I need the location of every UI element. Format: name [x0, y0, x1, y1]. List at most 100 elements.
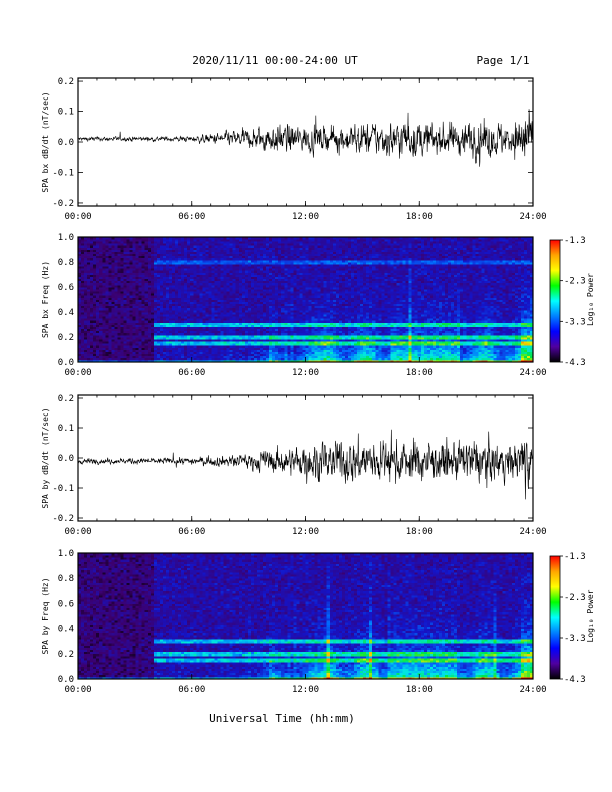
spectrogram-cell: [308, 251, 312, 255]
spectrogram-cell: [172, 339, 176, 342]
spectrogram-cell: [105, 297, 109, 300]
spectrogram-cell: [190, 328, 194, 332]
spectrogram-cell: [162, 243, 167, 246]
spectrogram-cell: [187, 303, 191, 307]
spectrogram-cell: [311, 301, 315, 305]
spectrogram-cell: [275, 303, 279, 307]
spectrogram-cell: [284, 355, 288, 359]
spectrogram-cell: [308, 301, 312, 305]
spectrogram-cell: [260, 324, 264, 327]
spectrogram-cell: [187, 326, 191, 330]
spectrogram-cell: [229, 251, 234, 255]
spectrogram-cell: [184, 305, 188, 309]
spectrogram-cell: [202, 301, 206, 305]
spectrogram-cell: [178, 301, 182, 305]
spectrogram-cell: [111, 293, 115, 296]
spectrogram-cell: [281, 303, 285, 307]
spectrogram-cell: [144, 357, 149, 361]
spectrogram-cell: [153, 337, 158, 340]
spectrogram-cell: [235, 259, 240, 263]
spectrogram-cell: [190, 330, 194, 334]
spectrogram-cell: [253, 309, 258, 313]
spectrogram-cell: [281, 295, 285, 298]
spectrogram-cell: [320, 357, 325, 361]
spectrogram-cell: [278, 278, 282, 282]
spectrogram-cell: [184, 309, 188, 313]
spectrogram-cell: [293, 274, 297, 277]
spectrogram-cell: [193, 316, 197, 319]
spectrogram-cell: [314, 359, 319, 363]
spectrogram-cell: [272, 253, 276, 257]
spectrogram-cell: [172, 268, 176, 271]
spectrogram-cell: [214, 357, 218, 361]
spectrogram-cell: [317, 343, 322, 346]
spectrogram-cell: [272, 355, 276, 359]
spectrogram-cell: [317, 299, 322, 302]
spectrogram-cell: [284, 324, 288, 327]
spectrogram-cell: [287, 239, 291, 242]
spectrogram-cell: [214, 287, 218, 290]
spectrogram-cell: [175, 266, 179, 269]
spectrogram-cell: [263, 295, 267, 298]
spectrogram-cell: [269, 255, 273, 259]
spectrogram-cell: [132, 337, 137, 340]
spectrogram-cell: [293, 280, 297, 284]
spectrogram-cell: [220, 314, 224, 317]
spectrogram-cell: [269, 345, 273, 348]
spectrogram-cell: [299, 241, 303, 244]
spectrogram-cell: [247, 284, 252, 288]
spectrogram-cell: [260, 355, 264, 359]
spectrogram-cell: [281, 270, 285, 273]
spectrogram-cell: [199, 295, 203, 298]
spectrogram-cell: [78, 280, 82, 284]
spectrogram-cell: [220, 264, 224, 267]
spectrogram-cell: [202, 316, 206, 319]
spectrogram-cell: [266, 251, 270, 255]
spectrogram-cell: [132, 266, 137, 269]
spectrogram-cell: [135, 351, 140, 355]
spectrogram-cell: [263, 259, 267, 263]
spectrogram-cell: [269, 357, 273, 361]
spectrogram-cell: [150, 278, 155, 282]
spectrogram-cell: [305, 303, 309, 307]
spectrogram-cell: [114, 245, 118, 248]
spectrogram-cell: [184, 280, 188, 284]
spectrogram-cell: [114, 322, 118, 325]
spectrogram-cell: [187, 239, 191, 242]
spectrogram-cell: [281, 289, 285, 292]
spectrogram-cell: [247, 351, 252, 355]
spectrogram-cell: [172, 324, 176, 327]
spectrogram-cell: [162, 237, 167, 240]
spectrogram-cell: [96, 249, 100, 252]
spectrogram-cell: [117, 320, 121, 323]
spectrogram-cell: [156, 284, 161, 288]
spectrogram-cell: [114, 247, 118, 250]
spectrogram-cell: [308, 316, 312, 319]
spectrogram-cell: [126, 347, 130, 350]
spectrogram-cell: [214, 316, 218, 319]
spectrogram-cell: [78, 276, 82, 280]
spectrogram-cell: [253, 312, 258, 315]
spectrogram-cell: [190, 305, 194, 309]
spectrogram-cell: [193, 332, 197, 336]
spectrogram-cell: [266, 322, 270, 325]
spectrogram-cell: [202, 239, 206, 242]
spectrogram-cell: [172, 326, 176, 330]
spectrogram-cell: [202, 349, 206, 352]
spectrogram-cell: [141, 332, 146, 336]
spectrogram-cell: [153, 303, 158, 307]
spectrogram-cell: [196, 351, 200, 355]
spectrogram-cell: [78, 284, 82, 288]
spectrogram-cell: [199, 357, 203, 361]
spectrogram-cell: [250, 272, 255, 275]
spectrogram-cell: [199, 282, 203, 286]
spectrogram-cell: [175, 282, 179, 286]
spectrogram-cell: [129, 262, 133, 265]
spectrogram-cell: [117, 255, 121, 259]
spectrogram-cell: [193, 307, 197, 311]
spectrogram-cell: [81, 268, 85, 271]
spectrogram-cell: [202, 251, 206, 255]
spectrogram-cell: [129, 274, 133, 277]
spectrogram-cell: [314, 337, 319, 340]
spectrogram-cell: [266, 324, 270, 327]
